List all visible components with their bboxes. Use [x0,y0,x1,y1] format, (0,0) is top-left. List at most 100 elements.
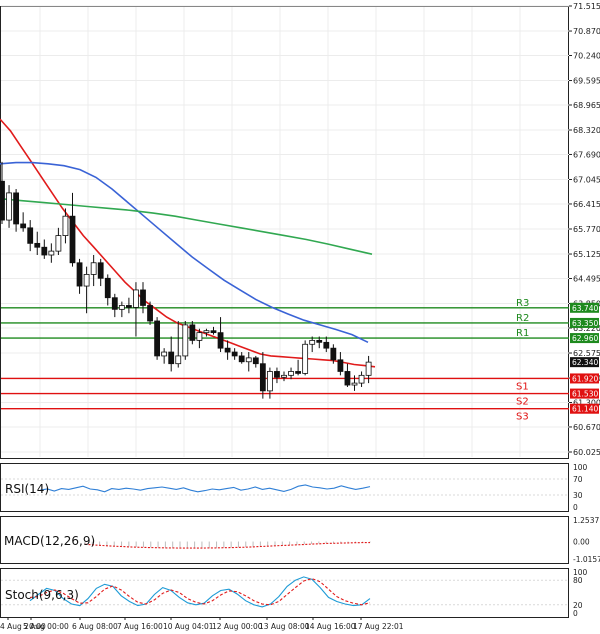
level-name: S2 [516,397,529,408]
stoch-label: Stoch(9,6,3) [5,588,79,602]
time-tick-label: 7 Aug 16:00 [117,622,163,631]
price-tick-label: 60.025 [573,448,600,457]
candle-body [34,242,41,248]
candle-body [252,357,259,365]
price-tick-label: 70.240 [573,51,600,60]
rsi-line [39,484,371,493]
rsi-tick-label: 30 [573,491,583,500]
price-tick-label: 68.965 [573,101,600,110]
level-price-label: 61.140 [572,405,598,414]
pane-frame-1 [0,463,569,512]
time-tick-label: 17 Aug 22:01 [353,622,404,631]
level-price-tag [570,302,599,313]
candle-body [161,351,168,357]
pane-frame-3 [0,568,569,618]
stoch-tick-label: 100 [573,568,588,577]
candle-body [118,305,125,310]
level-price-tag [570,403,599,414]
time-tick-label: 13 Aug 08:00 [259,622,310,631]
candle-body [90,262,97,275]
pane-frame-0 [0,6,569,459]
candle-body [330,347,337,361]
price-tick-label: 71.515 [573,2,600,11]
time-tick-label: 6 Aug 08:00 [72,622,118,631]
price-tick-label: 64.495 [573,274,600,283]
level-name: R3 [516,298,529,309]
time-tick-label: 12 Aug 00:00 [212,622,263,631]
stoch-d-line [29,578,371,606]
level-price-label: 63.350 [572,319,598,328]
candle-body [0,180,5,221]
price-tick-label: 66.415 [573,200,600,209]
level-price-tag [570,333,599,344]
candle-body [288,371,294,376]
time-tick-label: 4 Aug 20:00 [0,622,46,631]
candle-body [309,340,316,345]
price-tick-label: 63.220 [573,324,600,333]
price-tick-label: 69.595 [573,77,600,86]
candle-body [147,305,153,322]
ma-line-mid [0,161,369,344]
candle-body [48,250,55,256]
candle-body [238,355,245,363]
candle-body [358,374,365,384]
candle-body [111,297,118,310]
candle-body [126,305,132,308]
current-price-label: 62.340 [572,358,598,367]
candle-body [196,332,203,341]
candle-body [41,246,48,256]
stoch-k-line [29,576,371,608]
level-price-label: 62.960 [572,334,598,343]
current-price-tag [570,357,599,368]
candle-body [13,192,20,225]
candle-body [27,227,34,244]
candle-body [189,324,196,341]
candle-body [259,363,266,392]
price-tick-label: 62.575 [573,349,600,358]
candle-body [295,371,302,374]
ma-line-slow [0,197,373,255]
stoch-tick-label: 20 [573,601,583,610]
price-tick-label: 68.320 [573,126,600,135]
rsi-tick-label: 70 [573,475,583,484]
candle-body [182,324,189,357]
price-tick-label: 65.125 [573,250,600,259]
candle-body [337,359,344,372]
pane-frame-2 [0,516,569,564]
candle-body [217,332,224,349]
macd-tick-label: 0.00 [573,538,590,547]
price-tick-label: 70.870 [573,27,600,36]
candle-body [55,235,62,252]
candle-body [210,330,217,334]
candle-body [76,262,83,287]
stoch-tick-label: 0 [573,609,578,618]
candle-body [69,215,76,264]
macd-tick-label: 1.2537 [573,516,599,525]
level-name: R2 [516,313,529,324]
rsi-tick-label: 100 [573,463,588,472]
stoch-tick-label: 80 [573,576,583,585]
macd-label: MACD(12,26,9) [4,534,95,548]
rsi-label: RSI(14) [5,482,49,496]
candle-body [231,351,238,357]
level-price-tag [570,388,599,399]
time-tick-label: 10 Aug 04:01 [163,622,214,631]
candle-body [245,357,252,363]
candle-body [168,351,175,365]
candle-body [140,289,146,306]
price-tick-label: 65.770 [573,225,600,234]
candle-body [62,215,69,236]
price-tick-label: 61.300 [573,399,600,408]
level-price-label: 63.740 [572,304,598,313]
candle-body [344,371,351,386]
macd-tick-label: -1.0157 [573,555,600,564]
rsi-tick-label: 0 [573,503,578,512]
candle-body [133,289,139,308]
candle-body [323,341,330,349]
candle-body [20,223,27,229]
level-price-tag [570,317,599,328]
level-name: S1 [516,381,529,392]
candle-body [97,262,104,279]
price-tick-label: 60.670 [573,423,600,432]
